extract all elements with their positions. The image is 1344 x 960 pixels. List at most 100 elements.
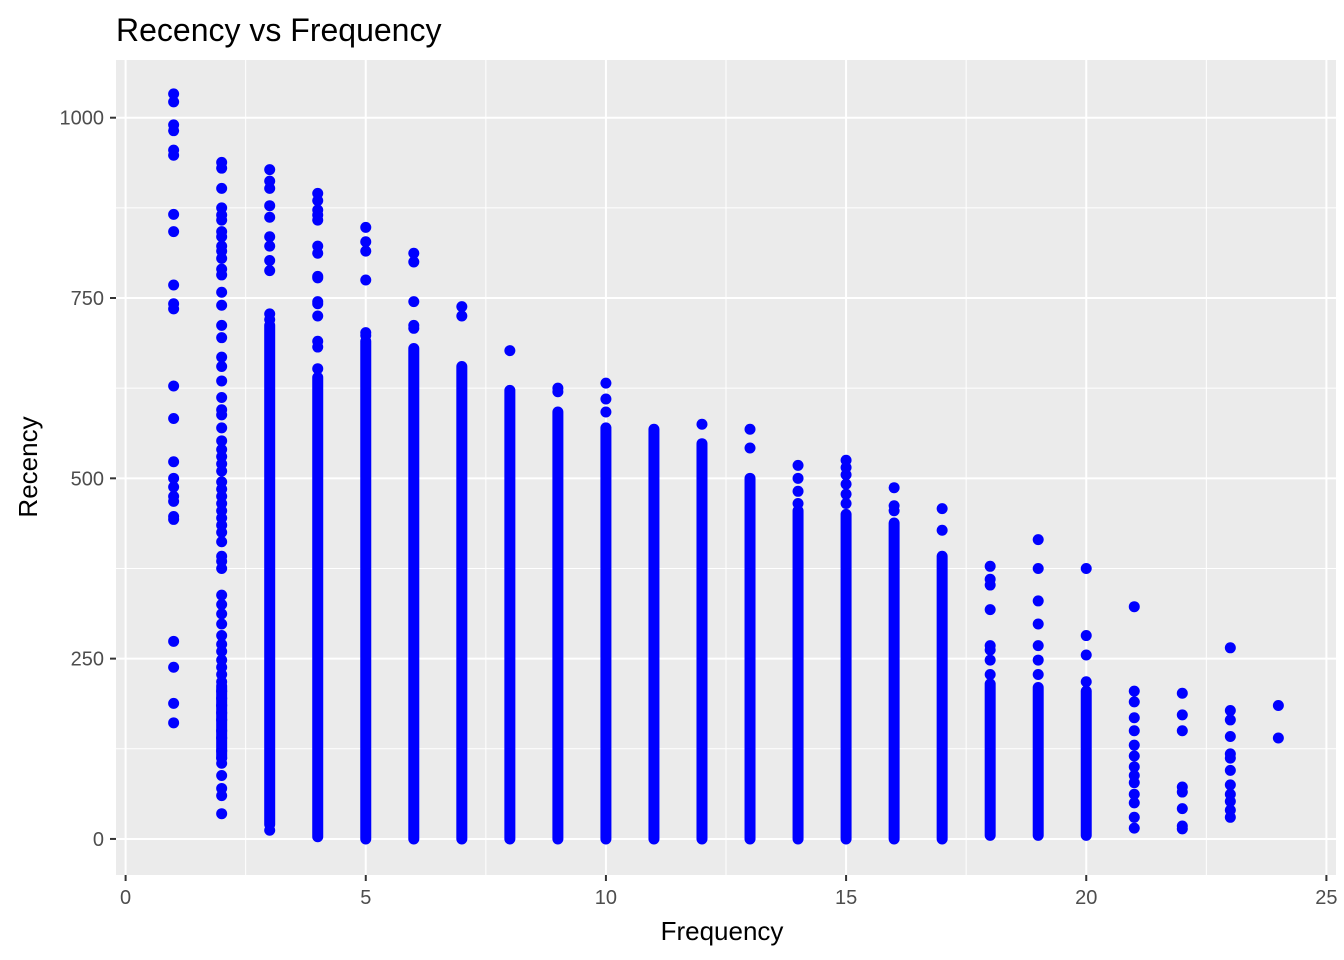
- data-point: [984, 668, 996, 680]
- data-point: [1128, 822, 1140, 834]
- data-point: [168, 96, 180, 108]
- data-point: [984, 654, 996, 666]
- data-point: [168, 303, 180, 315]
- y-tick-label: 1000: [60, 108, 105, 130]
- data-point: [216, 252, 228, 264]
- data-point: [360, 245, 372, 257]
- data-point: [264, 314, 276, 326]
- data-point: [1032, 595, 1044, 607]
- data-point: [216, 630, 228, 642]
- data-point: [1224, 764, 1236, 776]
- data-point-cluster: [1080, 685, 1092, 841]
- data-point: [216, 618, 228, 630]
- data-point: [264, 182, 276, 194]
- data-point: [408, 322, 420, 334]
- y-tick-label: 500: [71, 468, 104, 490]
- data-point: [360, 330, 372, 342]
- data-point: [216, 182, 228, 194]
- data-point: [504, 345, 516, 357]
- x-tick-label: 10: [595, 887, 617, 909]
- data-point: [168, 88, 180, 100]
- data-point: [1176, 687, 1188, 699]
- data-point: [264, 240, 276, 252]
- data-point: [1032, 534, 1044, 546]
- data-point: [1128, 696, 1140, 708]
- data-point: [1080, 630, 1092, 642]
- data-point: [312, 247, 324, 259]
- data-point: [1176, 709, 1188, 721]
- data-point-cluster: [696, 438, 708, 845]
- data-point: [264, 164, 276, 176]
- data-point: [408, 296, 420, 308]
- data-point: [216, 526, 228, 538]
- data-point: [216, 392, 228, 404]
- x-axis-title: Frequency: [661, 916, 784, 946]
- data-point: [216, 769, 228, 781]
- data-point: [840, 478, 852, 490]
- x-tick-label: 25: [1315, 887, 1337, 909]
- data-point: [312, 195, 324, 207]
- data-point: [216, 599, 228, 611]
- data-point: [168, 456, 180, 468]
- data-point: [744, 423, 756, 435]
- x-tick-label: 0: [120, 887, 131, 909]
- data-point-cluster: [888, 517, 900, 845]
- data-point: [264, 824, 276, 836]
- data-point: [1080, 649, 1092, 661]
- data-point: [216, 732, 228, 744]
- data-point-cluster: [936, 550, 948, 845]
- data-point: [1032, 640, 1044, 652]
- data-point: [408, 256, 420, 268]
- data-point: [600, 406, 612, 418]
- data-point: [1128, 725, 1140, 737]
- data-point: [1128, 777, 1140, 789]
- data-point-cluster: [792, 505, 804, 845]
- data-point: [264, 211, 276, 223]
- data-point: [696, 418, 708, 430]
- data-point-cluster: [552, 406, 564, 845]
- data-point: [936, 503, 948, 515]
- data-point: [1272, 700, 1284, 712]
- y-tick-label: 750: [71, 288, 104, 310]
- data-point: [168, 125, 180, 137]
- data-point: [600, 377, 612, 389]
- data-point: [312, 310, 324, 322]
- data-point: [1128, 811, 1140, 823]
- data-point: [1176, 786, 1188, 798]
- data-point: [264, 265, 276, 277]
- data-point: [216, 299, 228, 311]
- data-point: [168, 279, 180, 291]
- data-point: [984, 644, 996, 656]
- data-point: [1128, 712, 1140, 724]
- data-point: [360, 221, 372, 233]
- data-point: [792, 498, 804, 510]
- data-point: [168, 481, 180, 493]
- data-point: [216, 162, 228, 174]
- y-axis-title: Recency: [13, 416, 43, 517]
- data-point: [216, 214, 228, 226]
- data-point: [216, 808, 228, 820]
- data-point: [216, 435, 228, 447]
- data-point: [216, 676, 228, 688]
- data-point: [456, 310, 468, 322]
- data-point: [1128, 797, 1140, 809]
- data-point: [456, 301, 468, 313]
- data-point: [216, 562, 228, 574]
- data-point: [216, 589, 228, 601]
- data-point: [216, 536, 228, 548]
- data-point: [1176, 823, 1188, 835]
- data-point-cluster: [264, 319, 276, 831]
- data-point: [1032, 618, 1044, 630]
- data-point-cluster: [504, 384, 516, 845]
- data-point: [1224, 705, 1236, 717]
- data-point: [792, 472, 804, 484]
- data-point: [360, 236, 372, 248]
- data-point: [984, 604, 996, 616]
- data-point-cluster: [984, 678, 996, 841]
- data-point: [168, 661, 180, 673]
- data-point: [312, 363, 324, 375]
- data-point: [264, 255, 276, 267]
- data-point: [1224, 779, 1236, 791]
- data-point: [408, 247, 420, 259]
